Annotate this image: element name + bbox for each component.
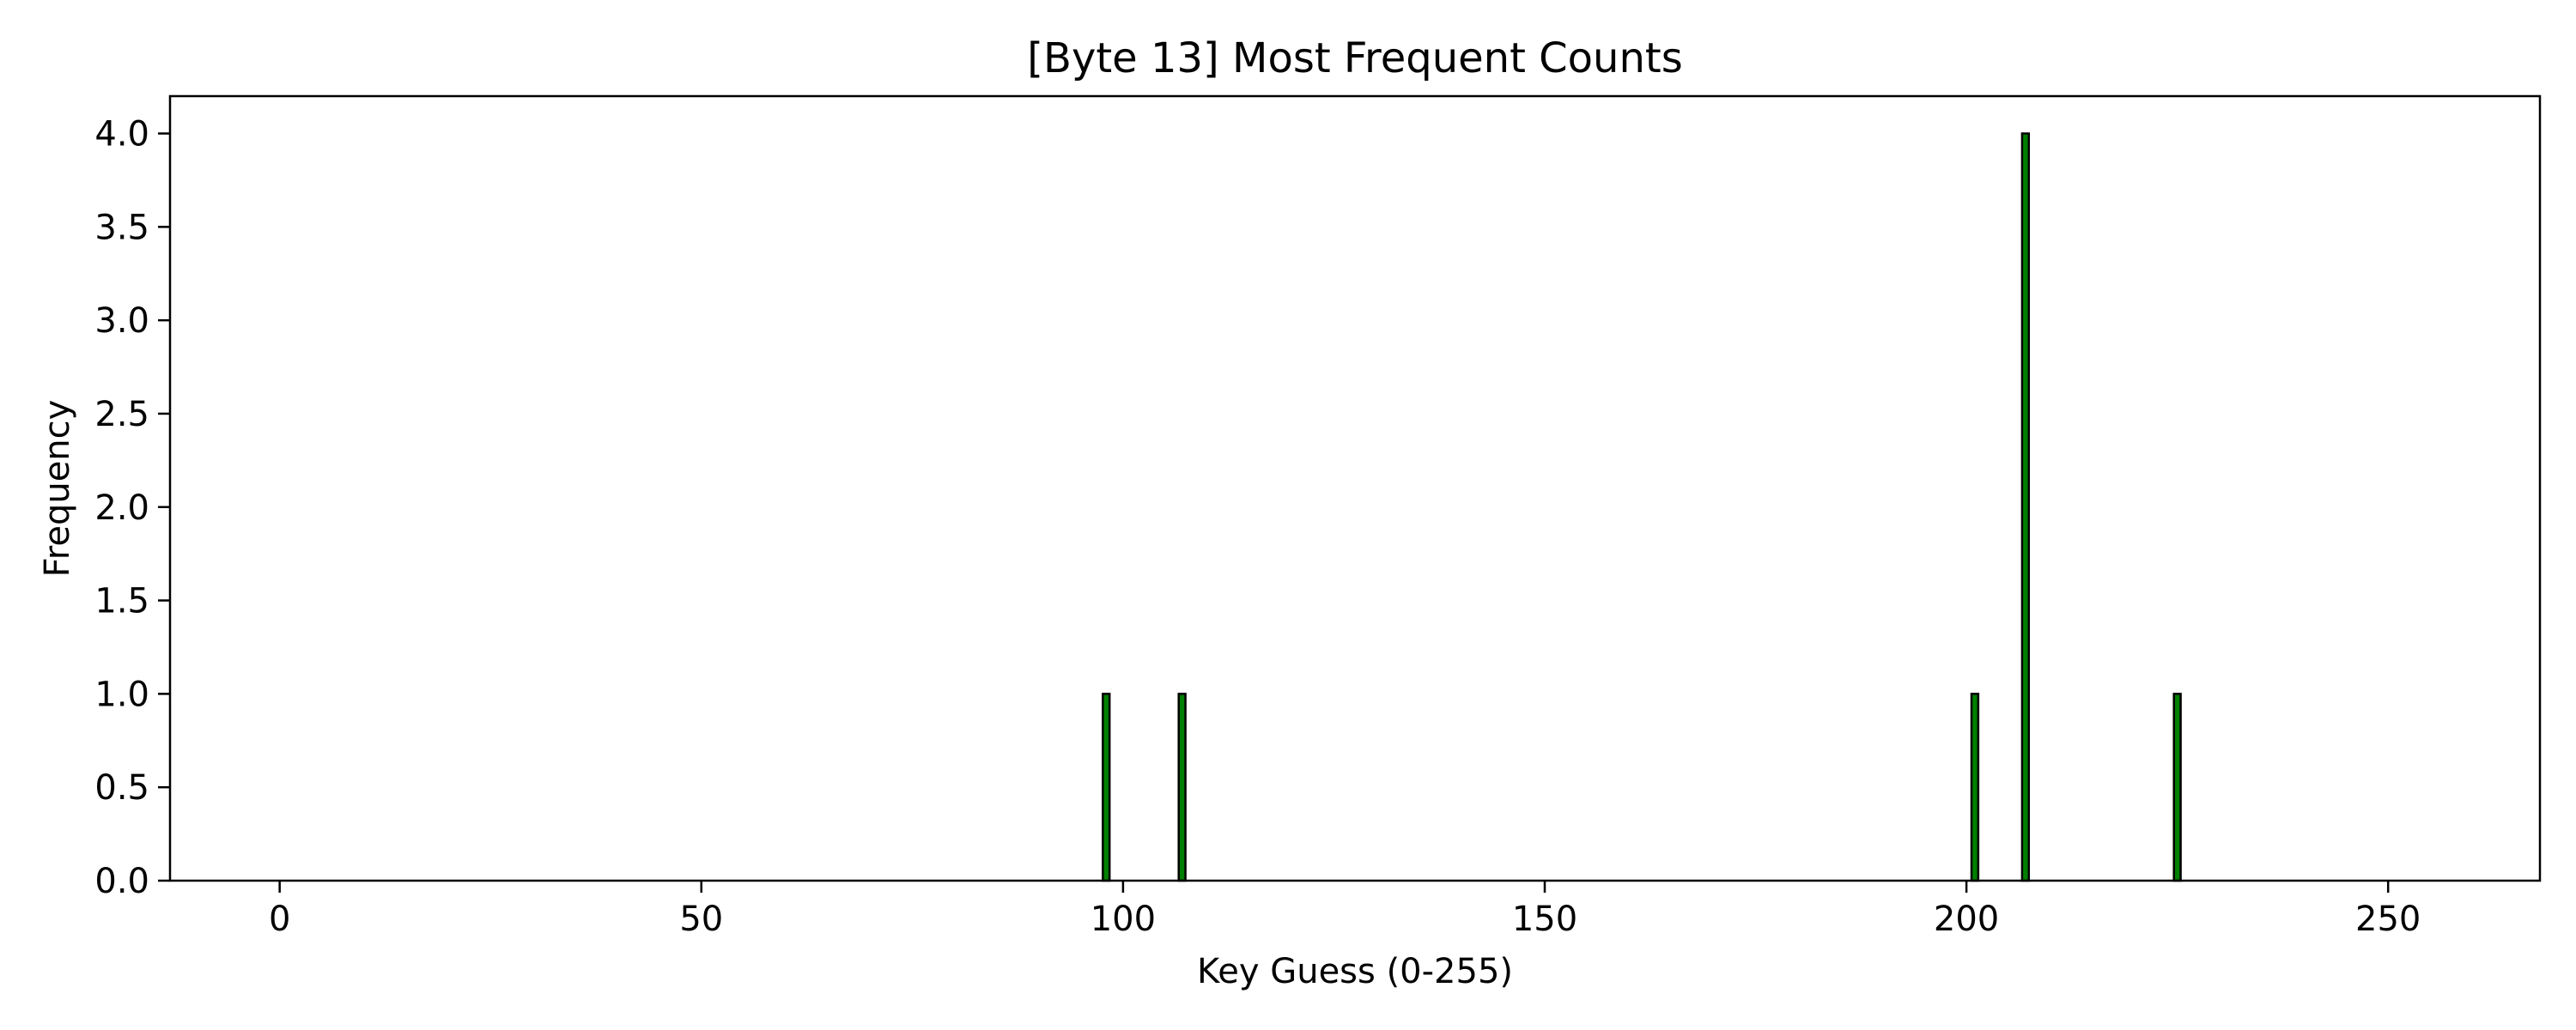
- y-tick-label-3.0: 3.0: [94, 301, 149, 341]
- y-tick-label-0.0: 0.0: [94, 862, 149, 901]
- bar-98: [1102, 693, 1111, 882]
- bar-201: [1970, 693, 1980, 882]
- bar-225: [2172, 693, 2182, 882]
- y-tick-label-0.5: 0.5: [94, 768, 149, 808]
- x-tick-label-50: 50: [679, 900, 723, 939]
- y-tick-label-1.0: 1.0: [94, 675, 149, 714]
- x-tick-label-100: 100: [1091, 900, 1156, 939]
- bars-group: [276, 132, 2434, 882]
- x-axis-ticks: 0 50 100 150 200 250: [269, 881, 2421, 939]
- y-tick-label-2.5: 2.5: [94, 395, 149, 434]
- y-tick-label-3.5: 3.5: [94, 208, 149, 247]
- y-tick-label-4.0: 4.0: [94, 115, 149, 154]
- chart-title: [Byte 13] Most Frequent Counts: [1027, 34, 1682, 82]
- plot-frame: [168, 94, 2542, 882]
- bar-107: [1177, 693, 1187, 882]
- x-tick-label-250: 250: [2355, 900, 2421, 939]
- x-tick-label-200: 200: [1934, 900, 1999, 939]
- x-tick-label-150: 150: [1512, 900, 1577, 939]
- y-axis-ticks: 0.0 0.5 1.0 1.5 2.0 2.5 3.0 3.5 4.0: [94, 115, 170, 901]
- y-tick-label-1.5: 1.5: [94, 582, 149, 621]
- bar-207: [2020, 132, 2031, 882]
- y-tick-label-2.0: 2.0: [94, 488, 149, 528]
- y-axis-label: Frequency: [38, 400, 77, 578]
- x-tick-label-0: 0: [269, 900, 290, 939]
- x-axis-label: Key Guess (0-255): [1197, 952, 1513, 991]
